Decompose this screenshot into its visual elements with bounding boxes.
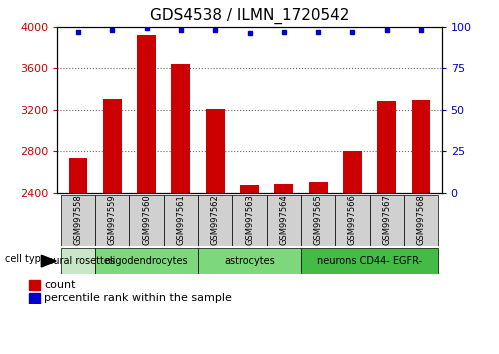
FancyBboxPatch shape: [61, 195, 95, 246]
Bar: [343, 152, 362, 354]
Bar: [137, 35, 156, 354]
FancyBboxPatch shape: [95, 248, 198, 274]
Text: GSM997559: GSM997559: [108, 194, 117, 245]
Title: GDS4538 / ILMN_1720542: GDS4538 / ILMN_1720542: [150, 7, 349, 24]
FancyBboxPatch shape: [404, 195, 438, 246]
Text: GSM997561: GSM997561: [176, 194, 186, 245]
Bar: [309, 182, 327, 354]
FancyBboxPatch shape: [335, 195, 370, 246]
Bar: [240, 185, 259, 354]
Bar: [68, 158, 87, 354]
Text: GSM997558: GSM997558: [73, 194, 82, 245]
FancyBboxPatch shape: [233, 195, 266, 246]
Text: GSM997565: GSM997565: [313, 194, 323, 245]
Text: GSM997563: GSM997563: [245, 194, 254, 245]
FancyBboxPatch shape: [61, 248, 95, 274]
Bar: [412, 100, 431, 354]
FancyBboxPatch shape: [301, 195, 335, 246]
FancyBboxPatch shape: [198, 248, 301, 274]
Text: count: count: [44, 280, 76, 290]
Bar: [172, 64, 190, 354]
FancyBboxPatch shape: [266, 195, 301, 246]
Bar: [29, 293, 40, 304]
Text: oligodendrocytes: oligodendrocytes: [105, 256, 189, 266]
Text: neural rosettes: neural rosettes: [41, 256, 115, 266]
Polygon shape: [41, 255, 56, 267]
Text: GSM997562: GSM997562: [211, 194, 220, 245]
Bar: [29, 280, 40, 290]
FancyBboxPatch shape: [95, 195, 129, 246]
Text: GSM997564: GSM997564: [279, 194, 288, 245]
FancyBboxPatch shape: [301, 248, 438, 274]
Text: neurons CD44- EGFR-: neurons CD44- EGFR-: [317, 256, 422, 266]
Text: cell type: cell type: [4, 254, 46, 264]
Bar: [103, 99, 122, 354]
Text: GSM997560: GSM997560: [142, 194, 151, 245]
Text: GSM997566: GSM997566: [348, 194, 357, 245]
Text: GSM997567: GSM997567: [382, 194, 391, 245]
Text: GSM997568: GSM997568: [417, 194, 426, 245]
FancyBboxPatch shape: [129, 195, 164, 246]
Bar: [274, 184, 293, 354]
Text: percentile rank within the sample: percentile rank within the sample: [44, 293, 233, 303]
FancyBboxPatch shape: [164, 195, 198, 246]
FancyBboxPatch shape: [370, 195, 404, 246]
FancyBboxPatch shape: [198, 195, 233, 246]
Bar: [206, 109, 225, 354]
Text: astrocytes: astrocytes: [224, 256, 275, 266]
Bar: [377, 101, 396, 354]
